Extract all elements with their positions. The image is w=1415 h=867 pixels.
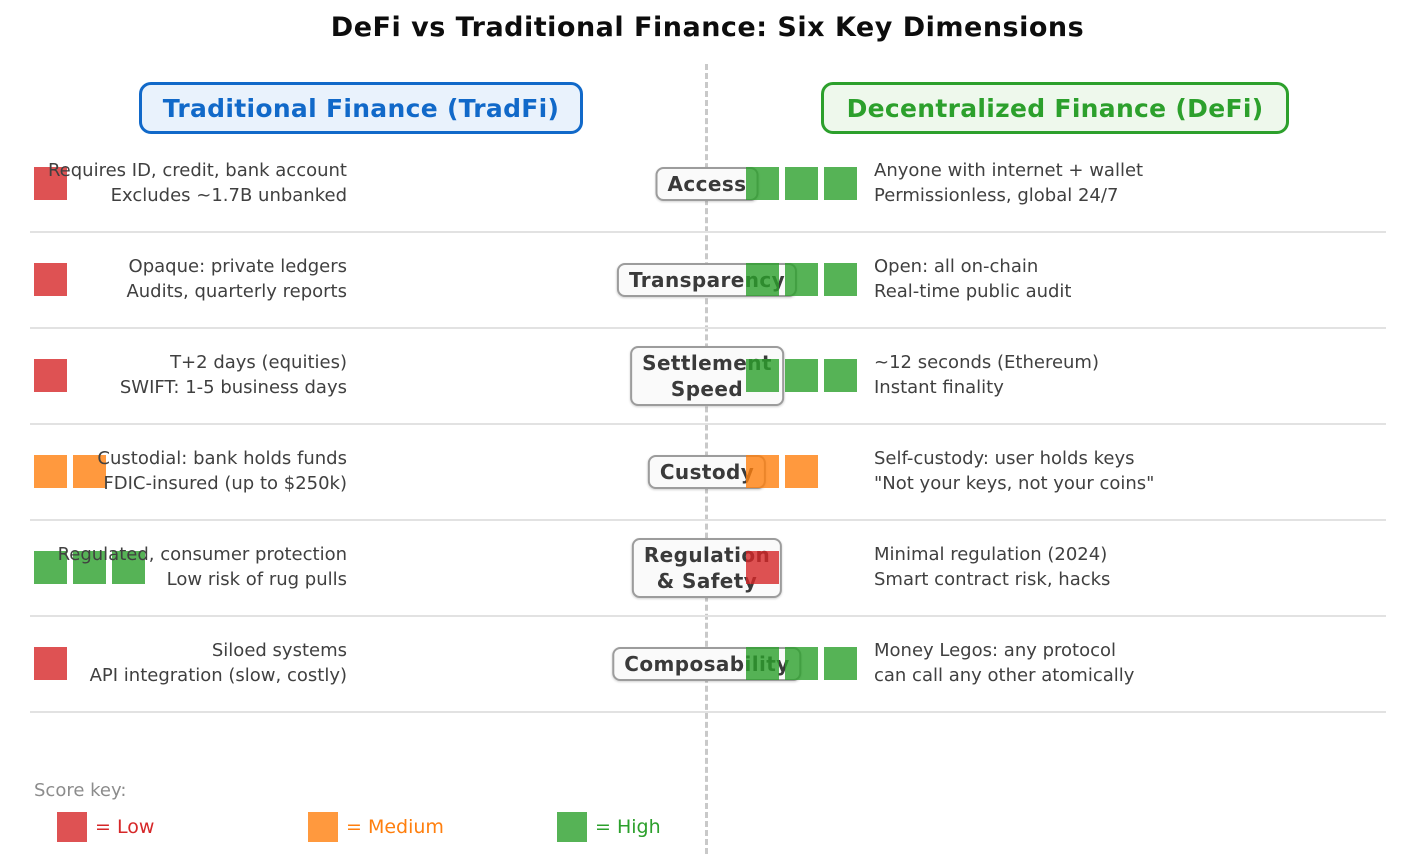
dimension-label-settlement-speed: Settlement Speed [630,346,784,406]
defi-cell-text: Anyone with internet + wallet Permission… [874,158,1143,208]
defi-text-line1: Anyone with internet + wallet [874,160,1144,181]
tradfi-cell-text: T+2 days (equities) SWIFT: 1-5 business … [120,350,347,400]
defi-score-squares [746,455,818,488]
defi-cell-text: Minimal regulation (2024) Smart contract… [874,542,1110,592]
row-transparency: Opaque: private ledgers Audits, quarterl… [0,232,1415,328]
tradfi-text-line1: Custodial: bank holds funds [97,448,347,469]
tradfi-cell-text: Custodial: bank holds funds FDIC-insured… [97,446,347,496]
legend-high-label: = High [595,816,661,838]
tradfi-score-squares [34,455,106,488]
tradfi-text-line2: API integration (slow, costly) [89,665,347,686]
legend-low-swatch [57,812,87,842]
tradfi-cell-text: Siloed systems API integration (slow, co… [90,638,347,688]
defi-column-header: Decentralized Finance (DeFi) [821,82,1289,134]
tradfi-cell-text: Requires ID, credit, bank account Exclud… [48,158,347,208]
defi-score-squares [746,359,857,392]
row-divider [30,327,1386,329]
tradfi-text-line2: Audits, quarterly reports [126,281,347,302]
tradfi-score-squares [34,167,67,200]
defi-cell-text: Self-custody: user holds keys "Not your … [874,446,1154,496]
tradfi-score-squares [34,647,67,680]
defi-cell-text: Money Legos: any protocol can call any o… [874,638,1134,688]
dimension-label-regulation-safety: Regulation & Safety [631,538,783,598]
defi-cell-text: Open: all on-chain Real-time public audi… [874,254,1072,304]
score-key-title: Score key: [34,780,127,801]
tradfi-text-line1: Siloed systems [211,640,347,661]
legend-medium-swatch [308,812,338,842]
tradfi-score-squares [34,551,145,584]
legend-low-label: = Low [95,816,155,838]
defi-score-squares [746,167,857,200]
tradfi-cell-text: Opaque: private ledgers Audits, quarterl… [126,254,347,304]
dimension-label-access: Access [655,167,759,201]
defi-text-line1: Minimal regulation (2024) [874,544,1108,565]
row-divider [30,423,1386,425]
defi-score-squares [746,263,857,296]
tradfi-text-line1: Opaque: private ledgers [128,256,347,277]
tradfi-text-line2: Excludes ~1.7B unbanked [110,185,347,206]
defi-text-line2: Permissionless, global 24/7 [874,185,1119,206]
defi-text-line2: Smart contract risk, hacks [874,569,1111,590]
defi-text-line1: Open: all on-chain [874,256,1039,277]
legend-high-swatch [557,812,587,842]
tradfi-score-squares [34,359,67,392]
row-divider [30,231,1386,233]
row-custody: Custodial: bank holds funds FDIC-insured… [0,424,1415,520]
legend-medium-label: = Medium [346,816,444,838]
tradfi-text-line1: Regulated, consumer protection [57,544,347,565]
defi-score-squares [746,647,857,680]
row-divider [30,711,1386,713]
tradfi-text-line2: Low risk of rug pulls [166,569,347,590]
row-divider [30,519,1386,521]
defi-text-line2: "Not your keys, not your coins" [874,473,1155,494]
tradfi-score-squares [34,263,67,296]
defi-text-line2: Instant finality [874,377,1004,398]
defi-text-line2: Real-time public audit [874,281,1072,302]
row-divider [30,615,1386,617]
page-title: DeFi vs Traditional Finance: Six Key Dim… [330,12,1085,43]
tradfi-column-header: Traditional Finance (TradFi) [139,82,583,134]
tradfi-text-line1: Requires ID, credit, bank account [47,160,347,181]
defi-text-line1: Self-custody: user holds keys [874,448,1135,469]
tradfi-text-line1: T+2 days (equities) [170,352,347,373]
defi-text-line1: ~12 seconds (Ethereum) [874,352,1099,373]
tradfi-text-line2: SWIFT: 1-5 business days [119,377,347,398]
defi-text-line2: can call any other atomically [874,665,1135,686]
row-regulation-safety: Regulated, consumer protection Low risk … [0,520,1415,616]
row-settlement-speed: T+2 days (equities) SWIFT: 1-5 business … [0,328,1415,424]
defi-cell-text: ~12 seconds (Ethereum) Instant finality [874,350,1099,400]
row-composability: Siloed systems API integration (slow, co… [0,616,1415,712]
defi-text-line1: Money Legos: any protocol [874,640,1117,661]
defi-score-squares [746,551,779,584]
tradfi-cell-text: Regulated, consumer protection Low risk … [58,542,347,592]
tradfi-text-line2: FDIC-insured (up to $250k) [103,473,347,494]
row-access: Requires ID, credit, bank account Exclud… [0,136,1415,232]
